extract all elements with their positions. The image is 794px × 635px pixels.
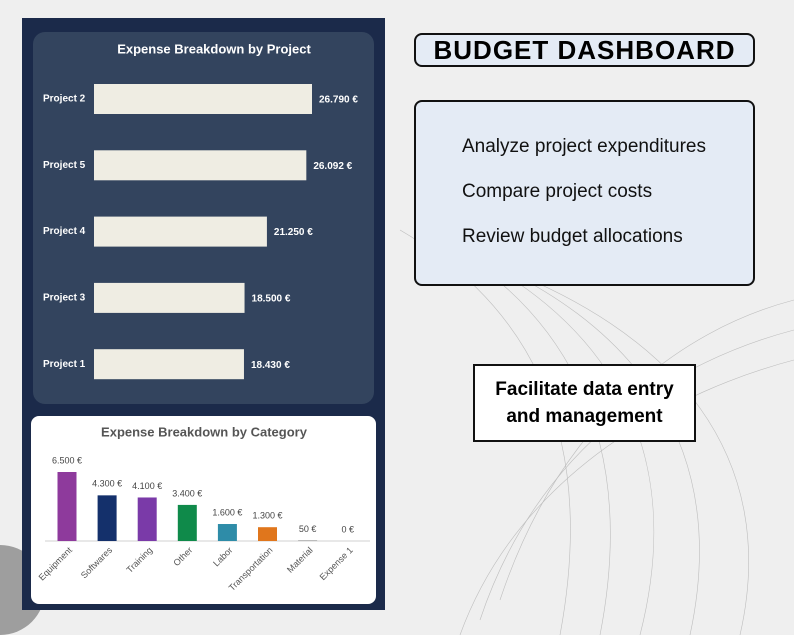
value-label: 3.400 €: [172, 488, 202, 498]
value-label: 0 €: [341, 524, 354, 534]
bar: [137, 497, 157, 541]
value-label: 26.092 €: [313, 161, 352, 172]
feature: Review budget allocations: [462, 226, 683, 247]
bar: [258, 527, 277, 541]
project-chart: Expense Breakdown by Project Project 2 26.…: [43, 41, 358, 380]
value-label: 18.500 €: [252, 294, 291, 305]
bar: [298, 540, 318, 541]
chart-title: Expense Breakdown by Category: [101, 424, 308, 439]
value-label: 1.300 €: [252, 511, 282, 521]
category-label: Project 5: [43, 160, 86, 171]
value-label: 21.250 €: [274, 227, 313, 238]
bar: [97, 495, 117, 541]
category-label: Project 1: [43, 359, 86, 370]
dashboard-title: BUDGET DASHBOARD: [414, 33, 755, 67]
value-label: 1.600 €: [212, 507, 242, 517]
bar: [94, 349, 244, 380]
bar: [177, 504, 197, 541]
bar: [57, 472, 77, 541]
bar: [217, 524, 237, 541]
value-label: 50 €: [299, 524, 317, 534]
category-card: [31, 416, 376, 604]
value-label: 4.300 €: [92, 479, 122, 489]
category-label: Project 3: [43, 293, 86, 304]
value-label: 18.430 €: [251, 360, 290, 371]
feature: Analyze project expenditures: [462, 136, 706, 157]
category-label: Project 2: [43, 94, 86, 105]
features-box: Analyze project expenditures Compare pro…: [414, 100, 755, 286]
value-label: 6.500 €: [52, 455, 82, 465]
bar: [94, 84, 312, 114]
chart-title: Expense Breakdown by Project: [117, 41, 311, 56]
value-label: 26.790 €: [319, 95, 358, 106]
bar: [94, 282, 245, 313]
category-label: Project 4: [43, 226, 86, 237]
bar: [94, 216, 267, 247]
value-label: 4.100 €: [132, 481, 162, 491]
callout: Facilitate data entry and management: [473, 364, 696, 442]
feature: Compare project costs: [462, 181, 653, 202]
bar: [94, 150, 307, 181]
